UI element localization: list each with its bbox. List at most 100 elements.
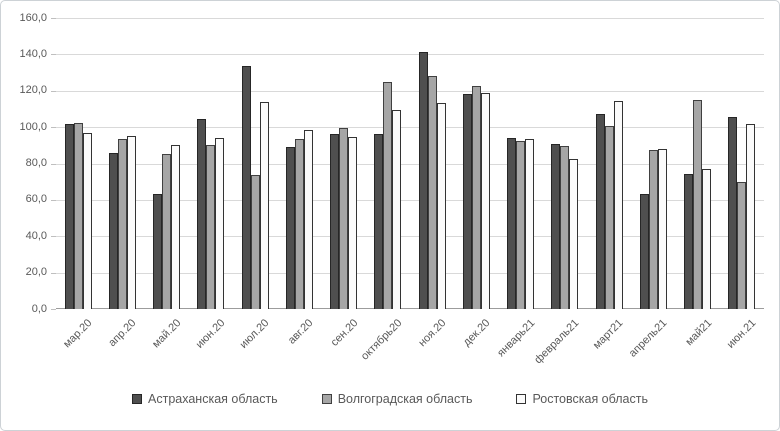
bar bbox=[604, 126, 614, 309]
bar bbox=[82, 132, 92, 309]
y-tick-mark bbox=[51, 272, 56, 274]
bar-group-февраль21 bbox=[543, 18, 587, 309]
legend-label: Ростовская область bbox=[532, 392, 648, 406]
bar bbox=[197, 118, 207, 309]
bar bbox=[471, 86, 481, 309]
bar-group-ноя.20 bbox=[410, 18, 454, 309]
bar bbox=[693, 99, 703, 309]
x-tick-label: январь21 bbox=[494, 317, 538, 360]
y-tick-label: 40,0 bbox=[25, 229, 47, 242]
bar bbox=[108, 152, 118, 309]
bar-group-июн.21 bbox=[720, 18, 764, 309]
y-tick-label: 140,0 bbox=[19, 47, 47, 60]
y-tick-mark bbox=[51, 90, 56, 92]
bar bbox=[418, 51, 428, 309]
y-tick-label: 160,0 bbox=[19, 11, 47, 24]
bar bbox=[684, 174, 694, 309]
bar bbox=[392, 109, 402, 309]
bar bbox=[746, 123, 756, 309]
bar bbox=[171, 145, 181, 309]
gridline bbox=[56, 236, 764, 238]
bar-group-январь21 bbox=[499, 18, 543, 309]
bar-group-июн.20 bbox=[189, 18, 233, 309]
bar bbox=[525, 138, 535, 309]
bar bbox=[383, 81, 393, 309]
legend-swatch-icon bbox=[132, 394, 143, 404]
bar-group-мар.20 bbox=[56, 18, 100, 309]
bar bbox=[560, 146, 570, 309]
bar bbox=[348, 137, 358, 309]
bar-group-апрель21 bbox=[631, 18, 675, 309]
bar bbox=[436, 103, 446, 309]
x-tick-label: апрель21 bbox=[627, 317, 670, 360]
x-tick-label: март21 bbox=[591, 317, 626, 352]
gridline bbox=[56, 199, 764, 201]
bar bbox=[285, 147, 295, 309]
legend-swatch-icon bbox=[516, 394, 527, 404]
bar-group-июл.20 bbox=[233, 18, 277, 309]
bar bbox=[595, 114, 605, 309]
y-tick-mark bbox=[51, 199, 56, 201]
y-tick-mark bbox=[51, 309, 56, 310]
legend-item: Волгоградская область bbox=[321, 392, 473, 406]
y-tick-mark bbox=[51, 18, 56, 19]
bar bbox=[215, 138, 225, 309]
x-tick-label: октябрь20 bbox=[358, 317, 405, 363]
bar bbox=[259, 101, 269, 309]
y-tick-label: 100,0 bbox=[19, 120, 47, 133]
bar-group-март21 bbox=[587, 18, 631, 309]
bar bbox=[330, 133, 340, 309]
y-tick-label: 60,0 bbox=[25, 193, 47, 206]
x-tick-label: июн.21 bbox=[724, 317, 759, 351]
legend-label: Волгоградская область bbox=[337, 392, 473, 406]
bar-group-апр.20 bbox=[100, 18, 144, 309]
y-tick-label: 20,0 bbox=[25, 266, 47, 279]
bar-group-октябрь20 bbox=[366, 18, 410, 309]
bar bbox=[374, 134, 384, 309]
bar bbox=[737, 181, 747, 309]
bar bbox=[294, 138, 304, 309]
bar bbox=[728, 117, 738, 309]
x-tick-label: февраль21 bbox=[532, 317, 582, 367]
bar bbox=[657, 148, 667, 309]
x-tick-label: авг.20 bbox=[286, 317, 316, 347]
legend-swatch-icon bbox=[321, 394, 332, 404]
bar bbox=[64, 123, 74, 309]
legend-label: Астраханская область bbox=[148, 392, 278, 406]
x-tick-label: ноя.20 bbox=[416, 317, 449, 350]
bar bbox=[507, 138, 517, 309]
legend-item: Ростовская область bbox=[516, 392, 648, 406]
gridline bbox=[56, 272, 764, 274]
x-tick-label: мар.20 bbox=[61, 317, 95, 351]
x-tick-label: май.20 bbox=[149, 317, 184, 351]
x-tick-label: сен.20 bbox=[328, 317, 361, 349]
gridline bbox=[56, 54, 764, 56]
bar bbox=[206, 145, 216, 309]
bar bbox=[250, 175, 260, 309]
x-tick-label: май21 bbox=[682, 317, 715, 349]
y-tick-label: 120,0 bbox=[19, 84, 47, 97]
y-tick-mark bbox=[51, 163, 56, 165]
gridline bbox=[56, 163, 764, 165]
y-tick-mark bbox=[51, 54, 56, 56]
gridline bbox=[56, 127, 764, 129]
x-tick-label: апр.20 bbox=[106, 317, 139, 350]
bar bbox=[480, 93, 490, 309]
bar bbox=[702, 168, 712, 309]
bar-group-май21 bbox=[676, 18, 720, 309]
x-tick-label: июл.20 bbox=[237, 317, 272, 351]
bar bbox=[126, 136, 136, 309]
bar bbox=[339, 128, 349, 309]
x-tick-label: июн.20 bbox=[193, 317, 228, 351]
gridline bbox=[56, 18, 764, 19]
plot-area bbox=[56, 18, 764, 309]
y-tick-label: 80,0 bbox=[25, 157, 47, 169]
bar bbox=[648, 149, 658, 309]
x-axis-line bbox=[56, 308, 764, 309]
bar bbox=[551, 143, 561, 309]
bar bbox=[569, 158, 579, 309]
bar bbox=[153, 193, 163, 309]
y-tick-mark bbox=[51, 127, 56, 129]
